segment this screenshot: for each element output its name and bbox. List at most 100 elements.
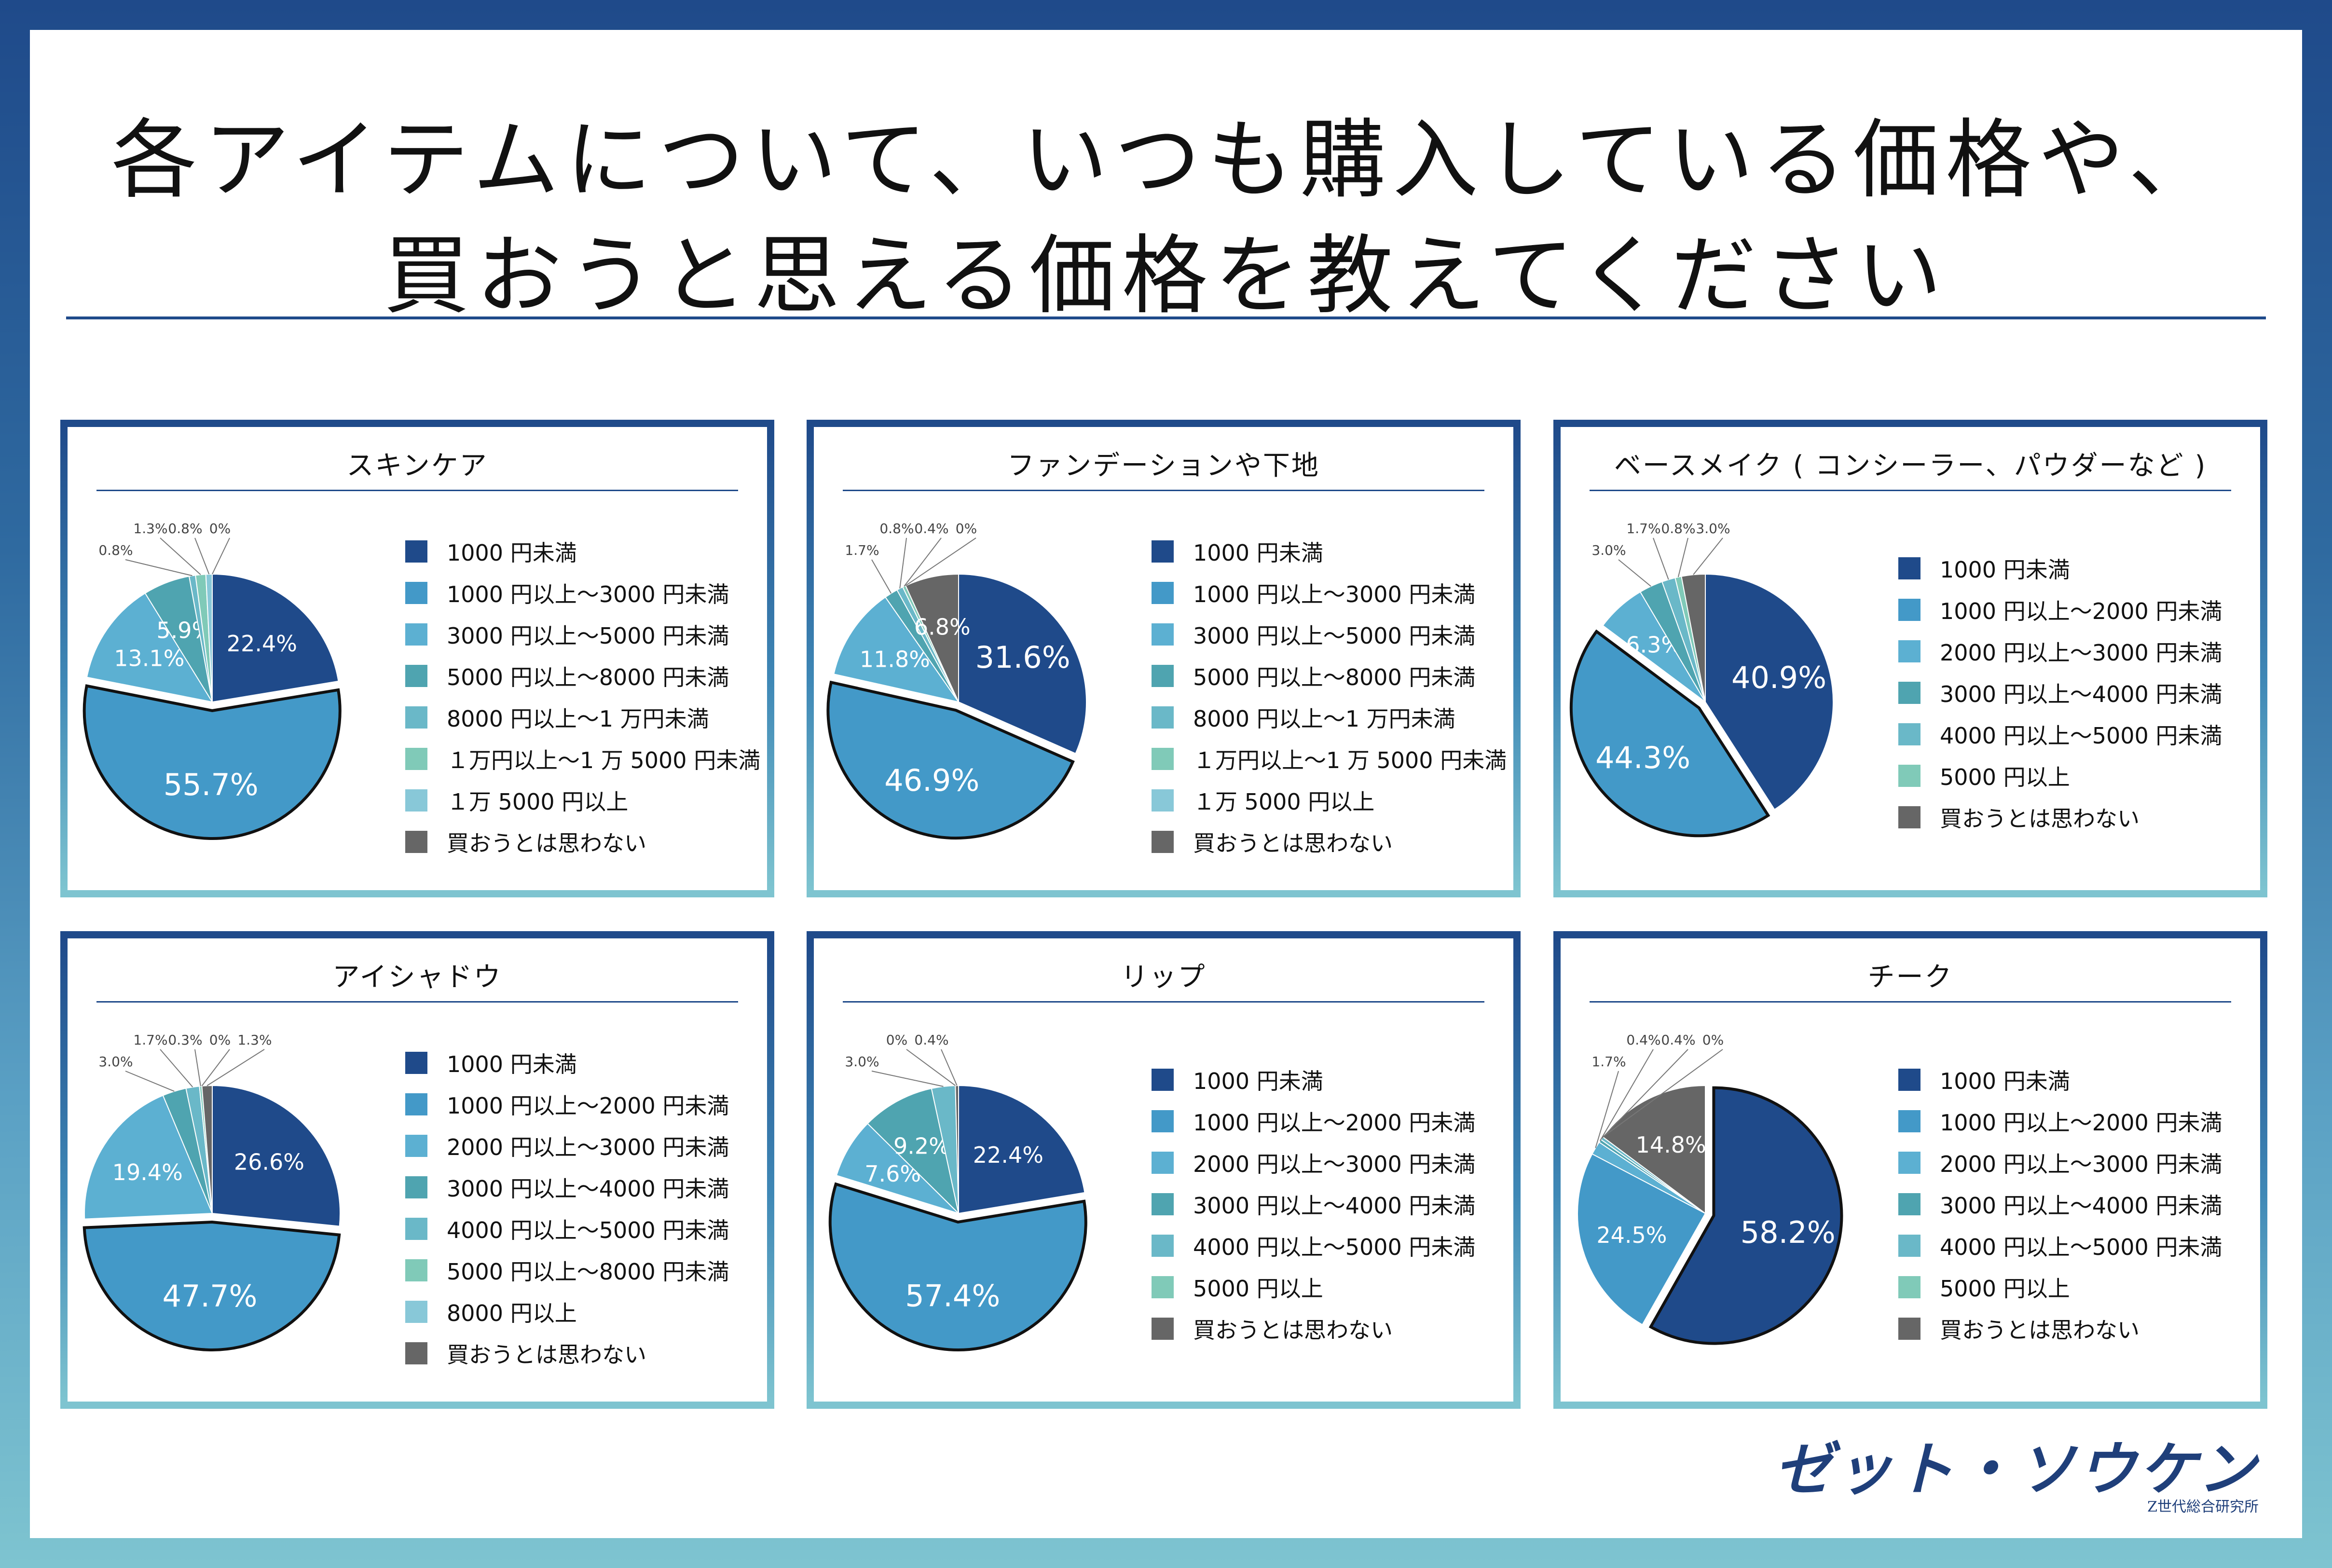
legend-swatch xyxy=(405,623,427,646)
legend-swatch xyxy=(1152,706,1174,729)
legend-swatch xyxy=(1898,765,1920,787)
legend-label: 1000 円以上～3000 円未満 xyxy=(1193,581,1476,607)
legend-label: 1000 円未満 xyxy=(1940,1068,2070,1094)
legend-swatch xyxy=(1898,682,1920,704)
legend-item: 3000 円以上～4000 円未満 xyxy=(1898,672,2222,714)
legend-swatch xyxy=(1898,1152,1920,1174)
chart-panel-foundation: ファンデーションや下地 31.6% 46.9% 11.8% 6.8% 1.7% 0.8% 0… xyxy=(807,420,1521,897)
chart-title: スキンケア xyxy=(346,450,488,481)
leader-line xyxy=(1595,1071,1619,1148)
slice-label: 26.6% xyxy=(234,1149,304,1175)
legend-label: 5000 円以上 xyxy=(1940,764,2070,790)
legend-item: 買おうとは思わない xyxy=(405,821,760,863)
pie-slice xyxy=(867,1087,960,1215)
legend-item: １万 5000 円以上 xyxy=(1152,780,1507,821)
legend-item: 5000 円以上 xyxy=(1152,1266,1475,1308)
pie-slice xyxy=(955,1085,959,1214)
legend-swatch xyxy=(405,1218,427,1240)
legend-label: 4000 円以上～5000 円未満 xyxy=(447,1217,729,1243)
pie-slice xyxy=(84,1095,213,1220)
legend-label: 2000 円以上～3000 円未満 xyxy=(1193,1151,1476,1177)
slice-label: 24.5% xyxy=(1596,1222,1667,1248)
legend-item: 1000 円以上～2000 円未満 xyxy=(405,1084,729,1125)
legend-label: 5000 円以上～8000 円未満 xyxy=(447,664,729,690)
legend-item: 4000 円以上～5000 円未満 xyxy=(405,1208,729,1250)
slice-label-small: 0% xyxy=(209,1032,231,1048)
legend-label: １万円以上～1 万 5000 円未満 xyxy=(1193,747,1507,773)
leader-line xyxy=(871,559,892,594)
legend-label: 1000 円以上～3000 円未満 xyxy=(447,581,729,607)
slice-label-small: 0.8% xyxy=(1661,521,1695,536)
legend-swatch xyxy=(405,582,427,604)
chart-title-divider xyxy=(96,490,738,491)
legend-swatch xyxy=(1152,789,1174,812)
legend-swatch xyxy=(1898,599,1920,621)
slice-label: 13.1% xyxy=(114,645,184,671)
legend-item: 8000 円以上～1 万円未満 xyxy=(1152,697,1507,738)
legend-label: １万円以上～1 万 5000 円未満 xyxy=(447,747,761,773)
legend-item: 2000 円以上～3000 円未満 xyxy=(1898,631,2222,672)
pie-slice xyxy=(958,573,1087,755)
chart-title-divider xyxy=(843,490,1484,491)
legend-label: 2000 円以上～3000 円未満 xyxy=(447,1134,729,1160)
slice-label: 58.2% xyxy=(1741,1215,1836,1250)
pie-slice xyxy=(86,592,214,703)
logo-text: ゼット・ソウケン xyxy=(1774,1436,2259,1503)
legend-swatch xyxy=(1898,723,1920,745)
legend-item: 5000 円以上～8000 円未満 xyxy=(405,655,760,697)
pie-chart: 26.6% 47.7% 19.4% 3.0%1.7% 0.3% 0% 1.3% xyxy=(82,1032,341,1351)
legend-label: 1000 円未満 xyxy=(447,540,577,566)
chart-panel-lip: リップ 22.4% 57.4% 7.6% 9.2% 3.0% 0% 0.4% 1000 円未… xyxy=(807,931,1521,1409)
legend-item: 3000 円以上～4000 円未満 xyxy=(405,1167,729,1208)
legend-swatch xyxy=(405,706,427,729)
legend-label: 3000 円以上～4000 円未満 xyxy=(1193,1193,1476,1219)
pie-slice xyxy=(833,596,960,703)
legend-label: 5000 円以上～8000 円未満 xyxy=(1193,664,1476,690)
legend-label: 1000 円未満 xyxy=(1193,540,1323,566)
legend-item: 5000 円以上～8000 円未満 xyxy=(405,1250,729,1291)
legend-item: 8000 円以上～1 万円未満 xyxy=(405,697,760,738)
legend-swatch xyxy=(405,540,427,563)
legend-label: 2000 円以上～3000 円未満 xyxy=(1940,640,2222,666)
legend-swatch xyxy=(1152,1318,1174,1340)
chart-legend: 1000 円未満 1000 円以上～3000 円未満 3000 円以上～5000 円… xyxy=(405,531,760,863)
legend-item: 1000 円未満 xyxy=(1898,548,2222,589)
leader-line xyxy=(206,1049,265,1087)
slice-label-small: 0.8% xyxy=(168,521,202,536)
slice-label: 22.4% xyxy=(227,631,297,657)
pie-slice xyxy=(958,1085,1085,1214)
slice-label: 44.3% xyxy=(1595,740,1690,775)
pie-chart: 22.4%57.4%7.6%9.2%3.0%0% 0.4% xyxy=(828,1032,1087,1351)
legend-swatch xyxy=(405,1301,427,1323)
legend-swatch xyxy=(1898,1110,1920,1132)
slice-label-small: 0.4% xyxy=(914,521,948,536)
legend-swatch xyxy=(405,1176,427,1198)
legend-item: 1000 円以上～3000 円未満 xyxy=(1152,572,1507,614)
slice-label: 57.4% xyxy=(905,1279,1000,1314)
legend-swatch xyxy=(405,748,427,770)
pie-slice xyxy=(1705,573,1834,811)
legend-label: 5000 円以上 xyxy=(1193,1276,1323,1302)
chart-legend: 1000 円未満 1000 円以上～2000 円未満 2000 円以上～3000 円… xyxy=(1152,1059,1475,1349)
legend-swatch xyxy=(405,1093,427,1115)
infographic-sheet: 各アイテムについて、いつも購入している価格や、 買おうと思える価格を教えてくださ… xyxy=(30,30,2302,1538)
leader-line xyxy=(904,537,942,587)
legend-item: 1000 円以上～2000 円未満 xyxy=(1898,589,2222,631)
legend-label: 1000 円以上～2000 円未満 xyxy=(1940,598,2222,624)
legend-label: 買おうとは思わない xyxy=(1940,1317,2140,1343)
legend-label: １万 5000 円以上 xyxy=(1193,789,1375,815)
legend-label: 8000 円以上 xyxy=(447,1300,577,1326)
leader-line xyxy=(125,1071,175,1092)
legend-swatch xyxy=(1152,1110,1174,1132)
legend-label: 3000 円以上～4000 円未満 xyxy=(1940,681,2222,707)
slice-label: 22.4% xyxy=(973,1142,1043,1168)
leader-line xyxy=(194,537,210,575)
legend-swatch xyxy=(405,1342,427,1364)
legend-item: １万 5000 円以上 xyxy=(405,780,760,821)
legend-swatch xyxy=(405,665,427,687)
leader-line xyxy=(1693,537,1723,575)
leader-line xyxy=(194,1049,201,1087)
legend-swatch xyxy=(405,1135,427,1157)
legend-item: 買おうとは思わない xyxy=(1152,821,1507,863)
slice-label-small: 1.3% xyxy=(237,1032,272,1048)
